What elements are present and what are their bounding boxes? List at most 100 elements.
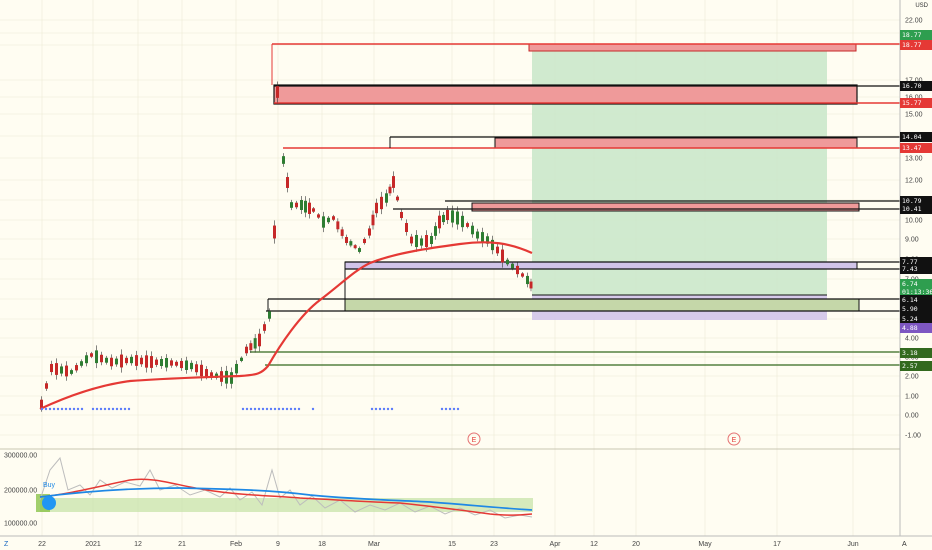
time-tick: 17 [773, 541, 781, 548]
candle-body [290, 202, 293, 208]
candle-body [308, 202, 311, 214]
candle-body [125, 357, 128, 364]
candle-body [110, 357, 113, 367]
candle-body [516, 265, 519, 275]
candle-body [282, 156, 285, 164]
signal-dot [103, 407, 107, 411]
candle-body [55, 363, 58, 375]
price-label: 18.77 [900, 40, 932, 50]
candle-body [322, 216, 325, 228]
candle-body [210, 372, 213, 378]
price-tick: 9.00 [905, 237, 919, 244]
candle-body [40, 399, 43, 409]
time-tick: Mar [368, 541, 381, 548]
price-tick: 2.00 [905, 374, 919, 381]
candle-body [476, 231, 479, 239]
time-tick: 12 [590, 541, 598, 548]
earnings-marker[interactable]: E [727, 432, 741, 446]
candlesticks[interactable] [40, 81, 533, 412]
candle-body [420, 238, 423, 246]
candle-body [425, 235, 428, 247]
signal-dot [370, 407, 374, 411]
price-label: 7.43 [900, 264, 932, 274]
candle-body [195, 364, 198, 373]
supply-zone-16 [273, 84, 858, 105]
signal-dot [448, 407, 452, 411]
price-label: 3.18 [900, 348, 932, 358]
candle-body [388, 186, 392, 194]
signal-dot [249, 407, 253, 411]
signal-dot [277, 407, 281, 411]
signal-dot [115, 407, 119, 411]
signal-dot [48, 407, 52, 411]
signal-dots [40, 407, 460, 411]
candle-body [340, 229, 344, 236]
candle-body [396, 196, 399, 201]
candle-body [100, 354, 103, 363]
price-label: 01:13:36 [900, 287, 932, 297]
earnings-marker[interactable]: E [467, 432, 481, 446]
candle-body [140, 357, 143, 365]
candle-body [345, 237, 348, 243]
zoom-tool[interactable]: Z [4, 541, 9, 548]
candle-body [115, 358, 118, 365]
signal-dot [95, 407, 99, 411]
candle-body [135, 355, 138, 366]
candle-body [506, 259, 509, 265]
candle-body [235, 363, 238, 374]
time-axis[interactable]: 22 2021 12 21 Feb 9 18 Mar 15 23 Apr 12 20 May 17 Jun [38, 541, 859, 548]
price-label: 16.70 [900, 81, 932, 91]
candle-body [190, 362, 193, 370]
candle-body [200, 364, 203, 377]
signal-dot [111, 407, 115, 411]
signal-dot [382, 407, 386, 411]
price-label: 13.47 [900, 143, 932, 153]
price-label: 2.57 [900, 361, 932, 371]
candle-body [263, 324, 266, 331]
signal-dot [440, 407, 444, 411]
candle-body [230, 372, 233, 384]
signal-dot [123, 407, 127, 411]
candle-body [312, 208, 315, 212]
candle-body [145, 355, 148, 368]
signal-dot [127, 407, 131, 411]
price-tick: 4.00 [905, 336, 919, 343]
buy-signal-label: Buy [43, 482, 56, 489]
signal-dot [261, 407, 265, 411]
candle-body [491, 239, 494, 251]
signal-dot [64, 407, 68, 411]
auto-scale-toggle[interactable]: A [902, 541, 907, 548]
candle-body [75, 365, 78, 371]
candle-body [80, 361, 83, 366]
candle-body [317, 214, 320, 218]
candle-body [405, 222, 408, 233]
candle-body [60, 366, 63, 374]
price-tick: 13.00 [905, 156, 923, 163]
signal-dot [390, 407, 394, 411]
candle-body [170, 360, 173, 366]
candle-body [481, 232, 484, 243]
candle-body [446, 209, 449, 221]
time-tick: 23 [490, 541, 498, 548]
buy-signal-marker[interactable] [42, 496, 56, 510]
candle-body [471, 225, 474, 235]
price-tick: 3.00 [905, 355, 919, 362]
signal-dot [281, 407, 285, 411]
candle-body [253, 338, 257, 349]
volume-shadow-line [39, 456, 533, 519]
indicator-axis[interactable]: 300000.00 200000.00 100000.00 [4, 453, 37, 528]
candle-body [430, 236, 433, 244]
price-label: 4.88 [900, 323, 932, 333]
candle-body [268, 311, 271, 319]
candle-body [521, 273, 524, 277]
candle-body [410, 236, 413, 244]
candle-body [276, 86, 279, 98]
signal-dot [269, 407, 273, 411]
candle-body [180, 360, 183, 369]
candle-body [400, 211, 403, 219]
signal-dot [257, 407, 261, 411]
signal-dot [52, 407, 56, 411]
candle-body [385, 193, 388, 203]
candle-body [258, 333, 261, 347]
